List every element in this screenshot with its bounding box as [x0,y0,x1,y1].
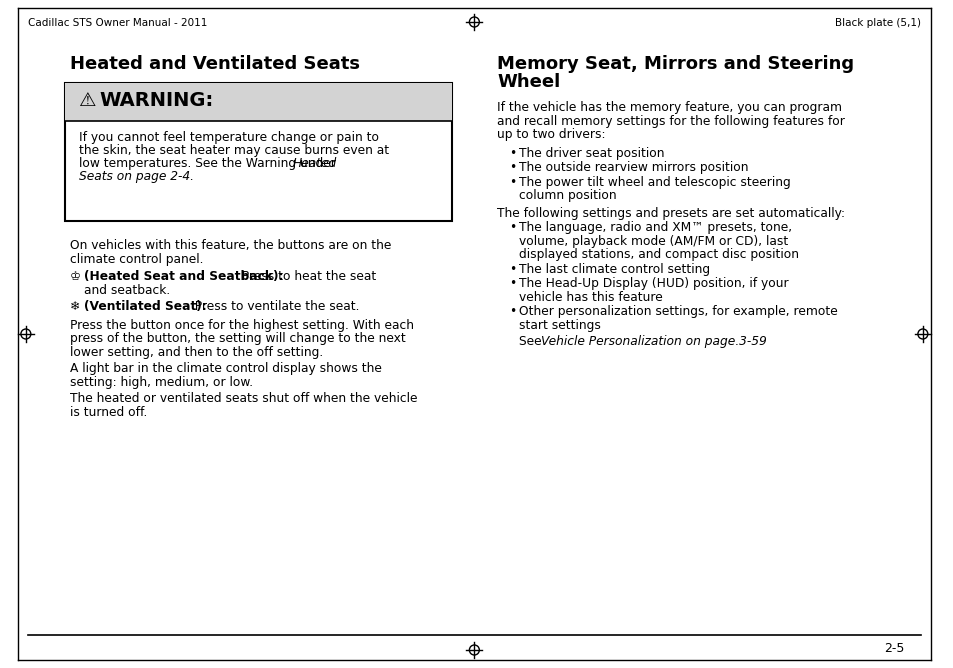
Text: Black plate (5,1): Black plate (5,1) [834,18,920,28]
Text: •: • [509,277,516,290]
Text: •: • [509,161,516,174]
Text: press of the button, the setting will change to the next: press of the button, the setting will ch… [70,332,405,345]
Text: Wheel: Wheel [497,73,560,91]
Text: low temperatures. See the Warning under: low temperatures. See the Warning under [78,157,339,170]
Text: The power tilt wheel and telescopic steering: The power tilt wheel and telescopic stee… [518,176,790,188]
Text: and recall memory settings for the following features for: and recall memory settings for the follo… [497,114,844,128]
Text: •: • [509,263,516,275]
Text: up to two drivers:: up to two drivers: [497,128,605,141]
Text: setting: high, medium, or low.: setting: high, medium, or low. [70,375,253,389]
Text: ♔: ♔ [70,270,85,283]
Text: climate control panel.: climate control panel. [70,253,203,265]
Text: Vehicle Personalization on page 3-59: Vehicle Personalization on page 3-59 [540,335,766,348]
Text: If the vehicle has the memory feature, you can program: If the vehicle has the memory feature, y… [497,101,841,114]
Text: Heated and Ventilated Seats: Heated and Ventilated Seats [70,55,359,73]
Text: •: • [509,176,516,188]
Text: displayed stations, and compact disc position: displayed stations, and compact disc pos… [518,248,799,261]
Text: (Ventilated Seat):: (Ventilated Seat): [84,300,206,313]
Text: •: • [509,146,516,160]
Text: is turned off.: is turned off. [70,405,147,418]
Text: and seatback.: and seatback. [84,283,170,297]
Text: The language, radio and XM™ presets, tone,: The language, radio and XM™ presets, ton… [518,221,791,234]
Text: Press to ventilate the seat.: Press to ventilate the seat. [187,300,359,313]
Text: ❄: ❄ [70,300,84,313]
Text: The last climate control setting: The last climate control setting [518,263,709,275]
Text: A light bar in the climate control display shows the: A light bar in the climate control displ… [70,362,381,375]
FancyBboxPatch shape [65,83,452,121]
Text: lower setting, and then to the off setting.: lower setting, and then to the off setti… [70,345,322,359]
Text: (Heated Seat and Seatback):: (Heated Seat and Seatback): [84,270,283,283]
Text: ⚠: ⚠ [78,91,96,110]
Text: The driver seat position: The driver seat position [518,146,664,160]
Text: 2-5: 2-5 [883,642,904,655]
Text: On vehicles with this feature, the buttons are on the: On vehicles with this feature, the butto… [70,239,391,252]
Text: Seats on page 2-4.: Seats on page 2-4. [78,170,193,183]
Text: Press to heat the seat: Press to heat the seat [233,270,375,283]
Text: The heated or ventilated seats shut off when the vehicle: The heated or ventilated seats shut off … [70,392,416,405]
FancyBboxPatch shape [65,83,452,221]
Text: volume, playback mode (AM/FM or CD), last: volume, playback mode (AM/FM or CD), las… [518,234,787,248]
Text: Press the button once for the highest setting. With each: Press the button once for the highest se… [70,319,414,331]
Text: Memory Seat, Mirrors and Steering: Memory Seat, Mirrors and Steering [497,55,854,73]
Text: See: See [518,335,545,348]
Text: If you cannot feel temperature change or pain to: If you cannot feel temperature change or… [78,131,378,144]
Text: the skin, the seat heater may cause burns even at: the skin, the seat heater may cause burn… [78,144,388,157]
Text: column position: column position [518,189,616,202]
Text: Cadillac STS Owner Manual - 2011: Cadillac STS Owner Manual - 2011 [28,18,207,28]
Text: .: . [734,335,738,348]
Text: The following settings and presets are set automatically:: The following settings and presets are s… [497,206,844,220]
Text: Heated: Heated [292,157,336,170]
Text: The Head-Up Display (HUD) position, if your: The Head-Up Display (HUD) position, if y… [518,277,788,290]
Text: WARNING:: WARNING: [99,91,213,110]
Text: The outside rearview mirrors position: The outside rearview mirrors position [518,161,748,174]
Text: start settings: start settings [518,319,600,331]
Text: vehicle has this feature: vehicle has this feature [518,291,662,303]
Text: •: • [509,221,516,234]
Text: Other personalization settings, for example, remote: Other personalization settings, for exam… [518,305,837,318]
Text: •: • [509,305,516,318]
